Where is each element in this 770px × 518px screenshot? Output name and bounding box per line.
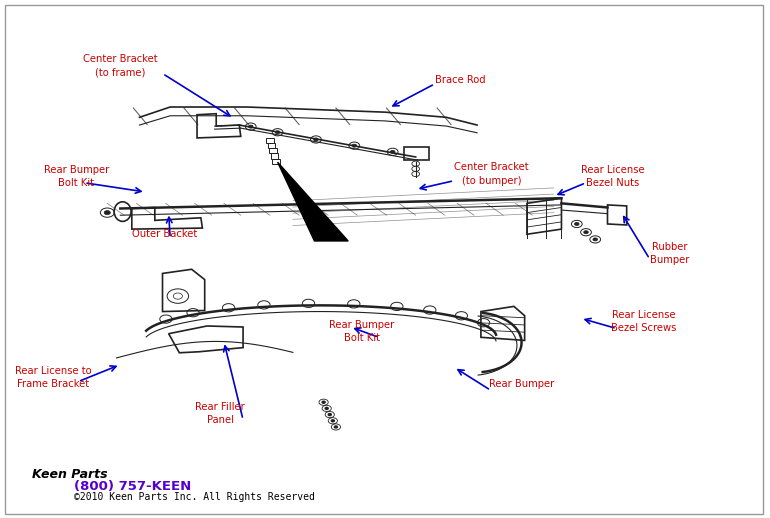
Circle shape: [249, 125, 253, 128]
Circle shape: [352, 144, 357, 147]
Circle shape: [276, 131, 280, 134]
Polygon shape: [278, 162, 348, 241]
Bar: [273, 159, 280, 164]
Bar: [266, 138, 274, 143]
Circle shape: [313, 138, 318, 141]
Circle shape: [104, 211, 110, 214]
Circle shape: [584, 231, 588, 234]
Circle shape: [328, 413, 331, 415]
Text: Rear License
Bezel Screws: Rear License Bezel Screws: [611, 310, 677, 334]
Circle shape: [390, 150, 395, 153]
Bar: [271, 153, 279, 159]
Text: Rear Bumper
Bolt Kit: Rear Bumper Bolt Kit: [44, 165, 109, 188]
Text: Brace Rod: Brace Rod: [435, 75, 486, 85]
Circle shape: [334, 426, 337, 428]
Text: Rear Bumper
Bolt Kit: Rear Bumper Bolt Kit: [330, 320, 394, 343]
Text: ©2010 Keen Parts Inc. All Rights Reserved: ©2010 Keen Parts Inc. All Rights Reserve…: [74, 492, 315, 502]
Bar: [268, 143, 276, 148]
Circle shape: [325, 407, 328, 409]
Text: Outer Backet: Outer Backet: [132, 229, 197, 239]
Text: Rear License
Bezel Nuts: Rear License Bezel Nuts: [581, 165, 644, 188]
Circle shape: [593, 238, 598, 241]
Text: Center Bracket
(to frame): Center Bracket (to frame): [83, 54, 158, 77]
Text: Center Bracket
(to bumper): Center Bracket (to bumper): [454, 162, 529, 185]
Text: Rear Bumper: Rear Bumper: [489, 379, 554, 388]
Bar: [270, 148, 277, 153]
Text: (800) 757-KEEN: (800) 757-KEEN: [74, 480, 192, 493]
Text: Rubber
Bumper: Rubber Bumper: [650, 242, 689, 265]
Circle shape: [574, 222, 579, 225]
Circle shape: [322, 401, 325, 403]
Text: Rear License to
Frame Bracket: Rear License to Frame Bracket: [15, 366, 92, 389]
Text: Rear Filler
Panel: Rear Filler Panel: [195, 402, 245, 425]
Text: Keen Parts: Keen Parts: [32, 468, 108, 481]
Circle shape: [331, 420, 334, 422]
